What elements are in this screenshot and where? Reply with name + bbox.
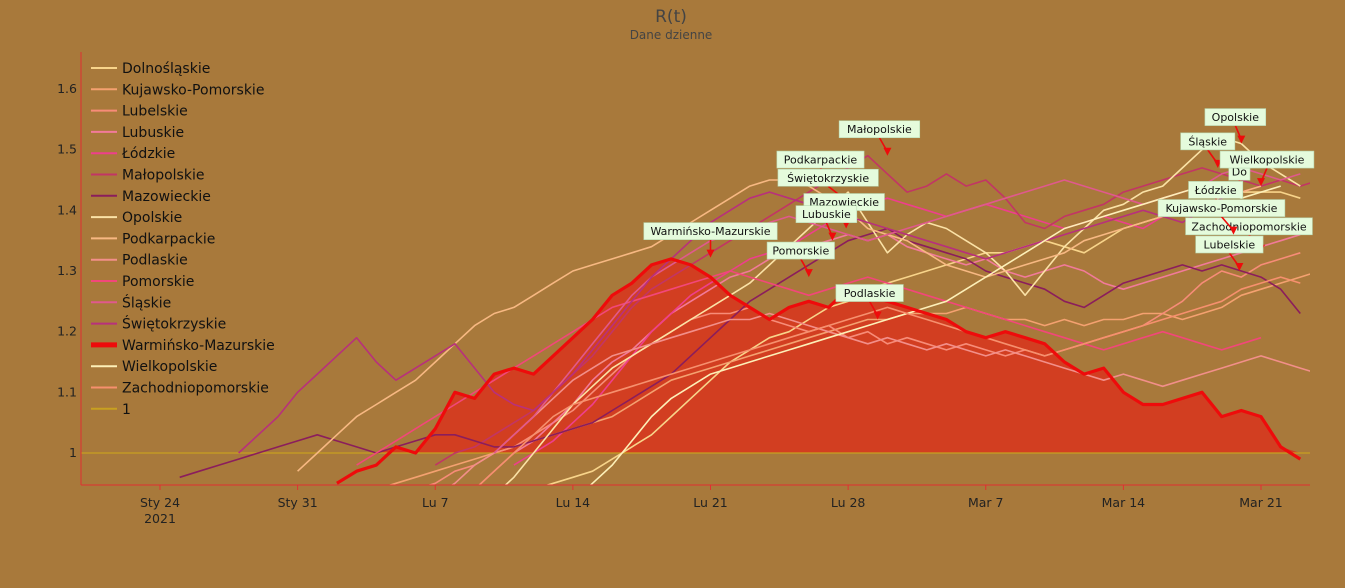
- svg-text:Wielkopolskie: Wielkopolskie: [1230, 154, 1305, 167]
- legend-item-podkarpackie: Podkarpackie: [122, 231, 215, 247]
- x-tick-label: Lu 14: [556, 495, 591, 510]
- chart-title: R(t): [655, 7, 687, 27]
- series-line-pomorskie: [356, 270, 1262, 466]
- y-tick-label: 1.5: [57, 142, 77, 157]
- annotation-layer: Warmińsko-Mazurskie Małopolskie Podkarpack…: [643, 108, 1315, 320]
- legend-item-slaskie: Śląskie: [122, 293, 171, 311]
- series-line-swietokrzyskie: [238, 191, 1242, 454]
- series-line-mazowieckie: [179, 227, 1301, 479]
- annotation-wielkopolskie: Wielkopolskie: [1219, 150, 1315, 187]
- svg-text:Małopolskie: Małopolskie: [847, 123, 912, 136]
- series-line-zachodniopomorskie: [478, 276, 1301, 485]
- svg-text:Kujawsko-Pomorskie: Kujawsko-Pomorskie: [1166, 202, 1278, 215]
- legend-item-wielkopolskie: Wielkopolskie: [122, 359, 217, 375]
- series-line-lodzkie: [513, 179, 1281, 466]
- x-tick-label: Sty 31: [278, 495, 318, 510]
- highlight-area: [336, 258, 1301, 453]
- legend-item-swietokrzyskie: Świętokrzyskie: [122, 315, 226, 333]
- svg-text:Świętokrzyskie: Świętokrzyskie: [787, 172, 869, 185]
- annotation-podlaskie: Podlaskie: [835, 284, 904, 320]
- x-tick-label: Lu 7: [422, 495, 449, 510]
- legend-item-podlaskie: Podlaskie: [122, 253, 188, 269]
- y-tick-label: 1.3: [57, 263, 77, 278]
- y-tick-label: 1: [69, 445, 77, 460]
- svg-text:Lubuskie: Lubuskie: [802, 208, 851, 221]
- annotation-kujawsko-pomorskie: Kujawsko-Pomorskie: [1157, 199, 1286, 235]
- annotation-zachodniopomorskie: Zachodniopomorskie: [1185, 217, 1313, 253]
- x-tick-label: Mar 14: [1102, 495, 1146, 510]
- legend-item-pomorskie: Pomorskie: [122, 274, 194, 290]
- series-line-opolskie: [504, 136, 1301, 485]
- legend-item-malopolskie: Małopolskie: [122, 168, 204, 184]
- svg-text:Warmińsko-Mazurskie: Warmińsko-Mazurskie: [650, 225, 770, 238]
- x-tick-sublabel: 2021: [144, 511, 176, 526]
- x-tick-label: Mar 7: [968, 495, 1004, 510]
- legend-item-mazowieckie: Mazowieckie: [122, 189, 211, 205]
- svg-text:Podlaskie: Podlaskie: [844, 287, 896, 300]
- annotation-podkarpackie: Podkarpackie: [776, 150, 865, 187]
- series-layer: [179, 136, 1310, 485]
- highlight-area-layer: [336, 258, 1301, 453]
- svg-text:Śląskie: Śląskie: [1188, 135, 1227, 148]
- series-line-podlaskie: [450, 312, 1310, 485]
- svg-text:Zachodniopomorskie: Zachodniopomorskie: [1191, 220, 1307, 233]
- x-tick-label: Lu 28: [831, 495, 866, 510]
- svg-text:Do: Do: [1232, 166, 1247, 179]
- x-tick-label: Lu 21: [693, 495, 728, 510]
- legend-item-warminsko-mazurskie: Warmińsko-Mazurskie: [122, 338, 275, 354]
- x-tick-label: Mar 21: [1239, 495, 1282, 510]
- chart-subtitle: Dane dzienne: [630, 28, 713, 42]
- y-tick-label: 1.6: [57, 81, 77, 96]
- annotation-lubuskie: Lubuskie: [795, 205, 858, 241]
- legend-item-dolnoslaskie: Dolnośląskie: [122, 61, 210, 77]
- annotation-opolskie: Opolskie: [1204, 108, 1267, 144]
- legend-item-lodzkie: Łódzkie: [121, 146, 175, 162]
- annotation-lodzkie: Łódzkie: [1188, 181, 1244, 217]
- legend-item-opolskie: Opolskie: [122, 210, 182, 226]
- series-line-warminsko-mazurskie: [336, 257, 1302, 485]
- annotation-warminsko-mazurskie: Warmińsko-Mazurskie: [643, 222, 778, 258]
- legend-item-lubelskie: Lubelskie: [122, 104, 188, 120]
- svg-text:Opolskie: Opolskie: [1212, 111, 1260, 124]
- annotation-malopolskie: Małopolskie: [838, 120, 921, 156]
- svg-text:Łódzkie: Łódzkie: [1194, 184, 1237, 197]
- svg-text:Podkarpackie: Podkarpackie: [784, 154, 858, 167]
- svg-text:Pomorskie: Pomorskie: [772, 245, 829, 258]
- y-tick-label: 1.4: [57, 202, 77, 217]
- annotation-slaskie: Śląskie: [1180, 132, 1236, 168]
- legend-item-lubuskie: Lubuskie: [122, 125, 184, 141]
- svg-text:Lubelskie: Lubelskie: [1204, 239, 1256, 252]
- y-tick-label: 1.2: [57, 324, 77, 339]
- legend-item-zachodniopomorskie: Zachodniopomorskie: [122, 381, 269, 397]
- legend-item-1: 1: [122, 402, 131, 418]
- y-tick-label: 1.1: [57, 384, 77, 399]
- annotation-lubelskie: Lubelskie: [1195, 235, 1264, 271]
- annotation-pomorskie: Pomorskie: [766, 241, 835, 278]
- legend-item-kujawsko-pomorskie: Kujawsko-Pomorskie: [122, 82, 264, 98]
- legend: Dolnośląskie Kujawsko-Pomorskie Lubelskie L…: [91, 61, 275, 418]
- x-tick-label: Sty 24: [140, 495, 180, 510]
- series-line-wielkopolskie: [589, 185, 1281, 485]
